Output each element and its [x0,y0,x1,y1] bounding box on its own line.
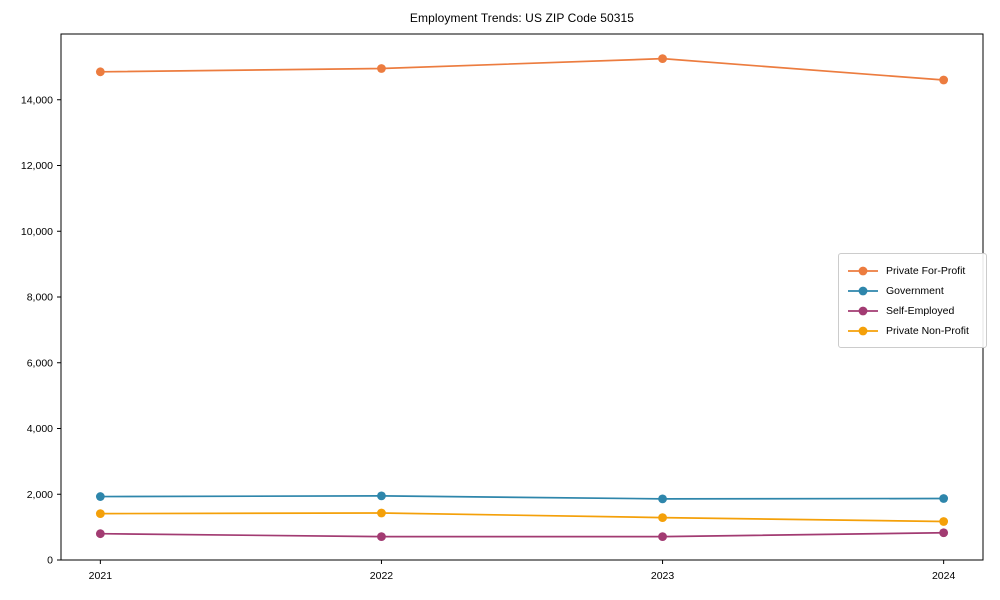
y-tick-label: 0 [47,555,53,567]
series-marker-3 [939,528,949,538]
legend-line-marker-icon [848,286,878,296]
y-tick-label: 14,000 [21,94,53,106]
series-marker-3 [377,532,386,542]
x-tick-label: 2022 [370,570,394,582]
series-marker-3 [95,529,105,539]
x-tick-label: 2023 [651,570,675,582]
x-tick-label: 2024 [932,570,956,582]
series-marker-1 [95,67,105,77]
legend-label: Self-Employed [886,305,955,317]
y-tick-label: 8,000 [27,292,53,304]
legend-item-private-non-profit: Private Non-Profit [847,321,978,341]
series-marker-2 [95,492,105,501]
legend-label: Government [886,285,944,297]
series-marker-1 [377,64,386,73]
legend-line-marker-icon [848,306,878,316]
y-tick-label: 12,000 [21,160,53,172]
series-line-2 [100,495,944,500]
series-marker-1 [939,75,949,85]
legend: Private For-Profit Government Self-Employe… [838,253,987,348]
legend-label: Private For-Profit [886,265,966,277]
series-marker-2 [377,491,386,501]
series-marker-3 [658,532,667,542]
x-tick-label: 2021 [89,570,113,582]
series-marker-1 [658,54,667,64]
series-marker-4 [95,509,105,519]
series-line-1 [100,57,944,81]
y-tick-label: 6,000 [27,357,53,369]
series-marker-2 [939,494,949,503]
series-marker-4 [939,517,949,526]
legend-label: Private Non-Profit [886,325,969,337]
legend-item-government: Government [847,281,978,301]
legend-item-private-for-profit: Private For-Profit [847,261,978,281]
chart-title: Employment Trends: US ZIP Code 50315 [409,11,635,25]
series-line-4 [100,512,944,523]
series-marker-4 [377,508,386,518]
legend-item-self-employed: Self-Employed [847,301,978,321]
series-marker-2 [658,494,667,504]
y-tick-label: 4,000 [27,423,53,435]
series-line-3 [100,531,944,538]
y-tick-label: 2,000 [27,489,53,501]
series-marker-4 [658,513,667,522]
legend-line-marker-icon [848,266,878,276]
y-tick-label: 10,000 [21,226,53,238]
legend-line-marker-icon [848,326,878,336]
